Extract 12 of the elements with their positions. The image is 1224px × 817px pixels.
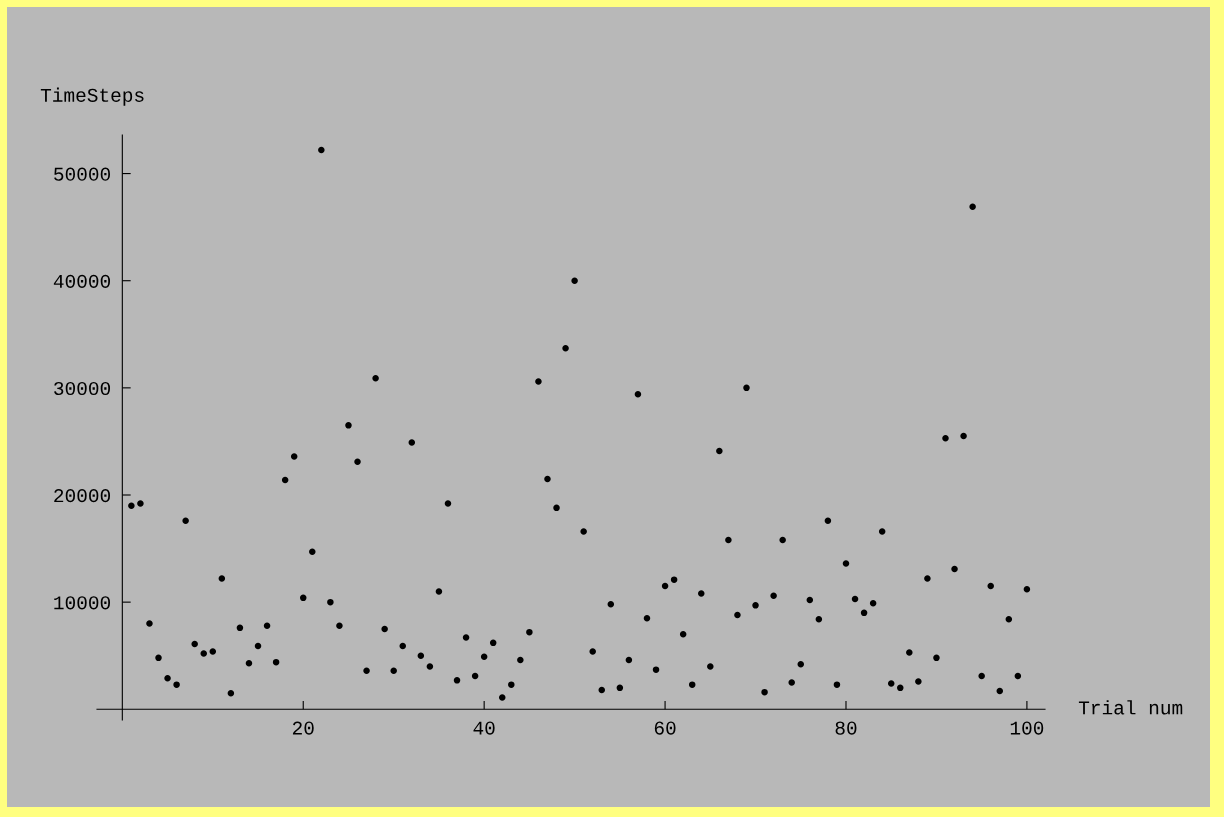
y-tick-label: 20000 (54, 489, 111, 503)
y-axis-title: TimeSteps (40, 87, 144, 106)
x-tick-label: 40 (473, 721, 495, 735)
y-tick-label: 40000 (53, 274, 111, 288)
x-tick-label: 100 (1010, 721, 1044, 735)
x-tick-label: 60 (654, 721, 676, 735)
x-tick-label: 80 (835, 721, 857, 735)
x-tick-label: 20 (292, 721, 314, 735)
y-tick-label: 10000 (54, 596, 111, 610)
x-axis-title: Trial num (1078, 700, 1183, 715)
y-tick-label: 30000 (54, 381, 111, 396)
y-tick-label: 50000 (54, 167, 111, 181)
